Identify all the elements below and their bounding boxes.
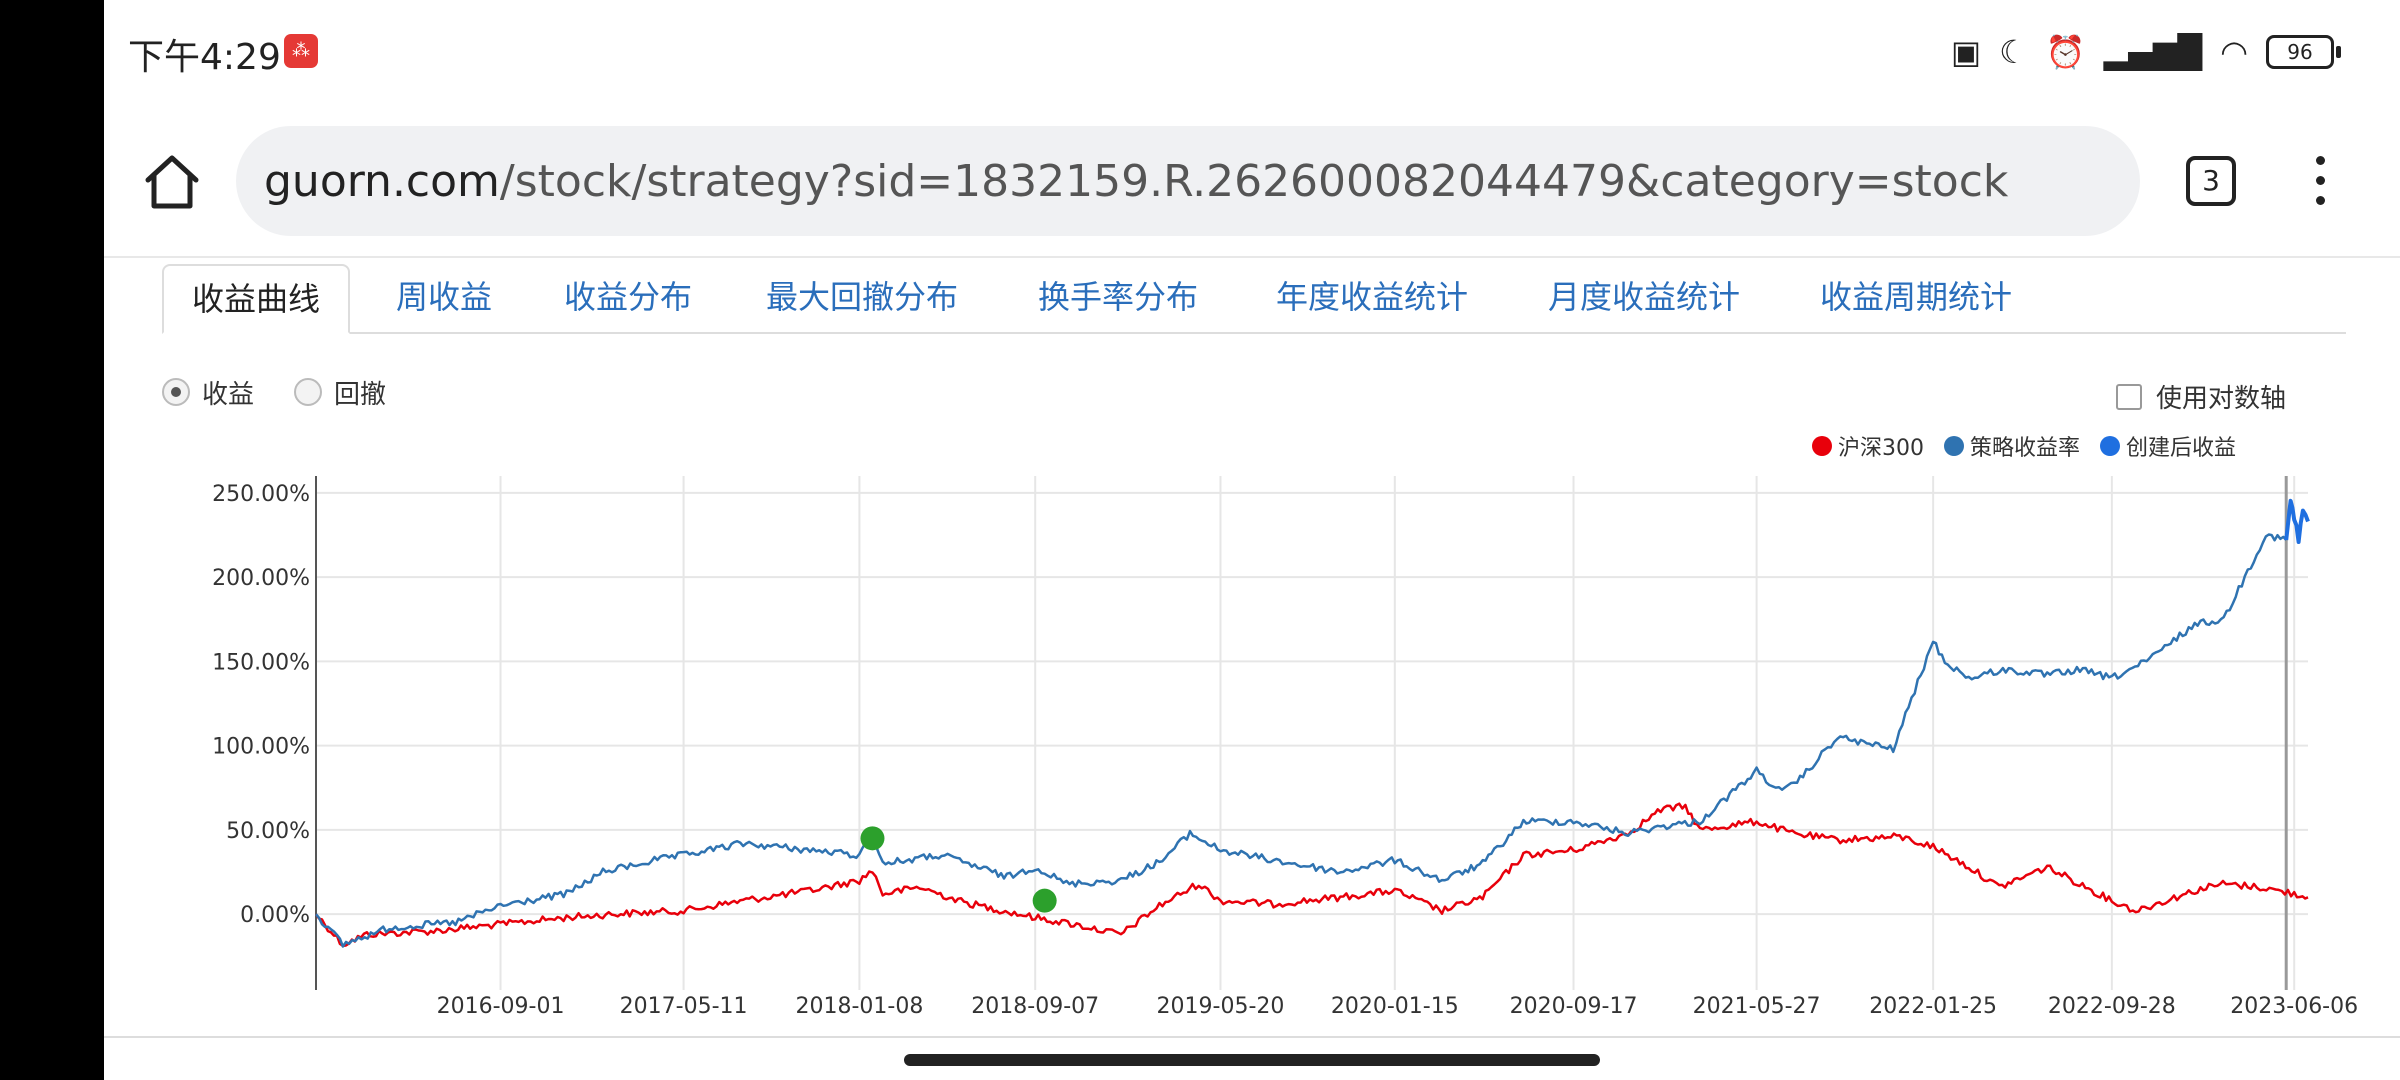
y-tick-label: 200.00% bbox=[212, 566, 310, 591]
address-bar[interactable]: guorn.com/stock/strategy?sid=1832159.R.2… bbox=[236, 126, 2140, 236]
x-tick-label: 2020-09-17 bbox=[1510, 994, 1638, 1019]
app-notification-icon: ⁂ bbox=[284, 34, 318, 68]
legend-dot-hs300 bbox=[1812, 436, 1832, 456]
tab-weekly-return[interactable]: 周收益 bbox=[396, 278, 493, 316]
legend-label-post-creation: 创建后收益 bbox=[2126, 436, 2237, 461]
x-tick-label: 2018-09-07 bbox=[971, 994, 1099, 1019]
return-chart[interactable]: 250.00% 200.00% 150.00% 100.00% 50.00% 0.00% 2… bbox=[0, 0, 2400, 1040]
x-tick-label: 2020-01-15 bbox=[1331, 994, 1459, 1019]
x-tick-label: 2022-09-28 bbox=[2048, 994, 2176, 1019]
x-tick-label: 2023-06-06 bbox=[2230, 994, 2358, 1019]
chart-tabs: 收益曲线 周收益 收益分布 最大回撤分布 换手率分布 年度收益统计 月度收益统计… bbox=[162, 264, 2346, 334]
radio-drawdown[interactable] bbox=[294, 378, 323, 406]
battery-icon: 96 bbox=[2266, 35, 2341, 69]
status-icons: ▣ ☾ ⏰ ▂▄▆█ ◠ 96 bbox=[1950, 24, 2341, 80]
tab-max-drawdown-distribution[interactable]: 最大回撤分布 bbox=[766, 278, 959, 316]
signal-icon: ▂▄▆█ bbox=[2103, 33, 2203, 71]
radio-drawdown-label[interactable]: 回撤 bbox=[334, 379, 387, 410]
trade-marker bbox=[860, 826, 885, 851]
overflow-menu-icon[interactable] bbox=[2310, 156, 2330, 206]
tab-annual-return-stats[interactable]: 年度收益统计 bbox=[1276, 278, 1469, 316]
gesture-nav-bar[interactable] bbox=[904, 1054, 1600, 1066]
chart-legend: 沪深300 策略收益率 创建后收益 bbox=[1812, 430, 2256, 462]
chart-mode-radios: 收益 回撤 bbox=[162, 372, 426, 412]
tab-return-curve[interactable]: 收益曲线 bbox=[162, 264, 351, 334]
series-line-post-creation bbox=[2284, 498, 2310, 544]
tab-monthly-return-stats[interactable]: 月度收益统计 bbox=[1548, 278, 1741, 316]
tab-switcher-button[interactable]: 3 bbox=[2186, 156, 2236, 206]
y-tick-label: 250.00% bbox=[212, 482, 310, 507]
trade-marker bbox=[1032, 888, 1057, 913]
tab-return-distribution[interactable]: 收益分布 bbox=[564, 278, 693, 316]
x-tick-label: 2018-01-08 bbox=[795, 994, 923, 1019]
log-axis-checkbox[interactable] bbox=[2116, 383, 2142, 410]
x-tick-label: 2022-01-25 bbox=[1869, 994, 1997, 1019]
y-tick-label: 100.00% bbox=[212, 735, 310, 760]
x-tick-label: 2016-09-01 bbox=[437, 994, 565, 1019]
page-divider bbox=[104, 256, 2400, 258]
wifi-icon: ◠ bbox=[2220, 33, 2248, 71]
browser-toolbar: guorn.com/stock/strategy?sid=1832159.R.2… bbox=[104, 104, 2400, 254]
url-text[interactable]: guorn.com/stock/strategy?sid=1832159.R.2… bbox=[264, 156, 2008, 207]
tab-return-period-stats[interactable]: 收益周期统计 bbox=[1820, 278, 2013, 316]
series-line-hs300 bbox=[314, 802, 2309, 948]
legend-item-strategy[interactable]: 策略收益率 bbox=[1944, 430, 2080, 462]
bottom-divider bbox=[104, 1036, 2400, 1038]
status-bar: 下午4:29 ⁂ ▣ ☾ ⏰ ▂▄▆█ ◠ 96 bbox=[104, 0, 2400, 104]
url-path: /stock/strategy?sid=1832159.R.2626000820… bbox=[499, 156, 2009, 207]
status-time: 下午4:29 bbox=[128, 37, 281, 78]
legend-item-hs300[interactable]: 沪深300 bbox=[1812, 430, 1924, 462]
home-icon[interactable] bbox=[140, 150, 204, 214]
legend-label-hs300: 沪深300 bbox=[1838, 436, 1924, 461]
legend-label-strategy: 策略收益率 bbox=[1970, 436, 2081, 461]
legend-dot-post-creation bbox=[2100, 436, 2121, 456]
nfc-icon: ▣ bbox=[1950, 33, 1982, 71]
log-axis-label: 使用对数轴 bbox=[2156, 384, 2287, 414]
y-tick-label: 50.00% bbox=[226, 819, 310, 844]
url-domain: guorn.com bbox=[264, 156, 500, 207]
x-tick-label: 2017-05-11 bbox=[620, 994, 748, 1019]
alarm-icon: ⏰ bbox=[2045, 33, 2086, 71]
legend-dot-strategy bbox=[1944, 436, 1964, 456]
log-axis-toggle[interactable]: 使用对数轴 bbox=[2116, 378, 2286, 415]
radio-return-label[interactable]: 收益 bbox=[202, 379, 255, 410]
tab-turnover-distribution[interactable]: 换手率分布 bbox=[1038, 278, 1199, 316]
x-tick-label: 2019-05-20 bbox=[1157, 994, 1285, 1019]
y-tick-label: 0.00% bbox=[240, 903, 310, 928]
radio-return[interactable] bbox=[162, 378, 190, 406]
x-tick-label: 2021-05-27 bbox=[1693, 994, 1821, 1019]
y-tick-label: 150.00% bbox=[212, 650, 310, 675]
moon-icon: ☾ bbox=[1999, 33, 2028, 71]
left-black-bar bbox=[0, 0, 104, 1080]
series-line-strategy bbox=[315, 533, 2288, 948]
legend-item-post-creation[interactable]: 创建后收益 bbox=[2100, 430, 2236, 462]
